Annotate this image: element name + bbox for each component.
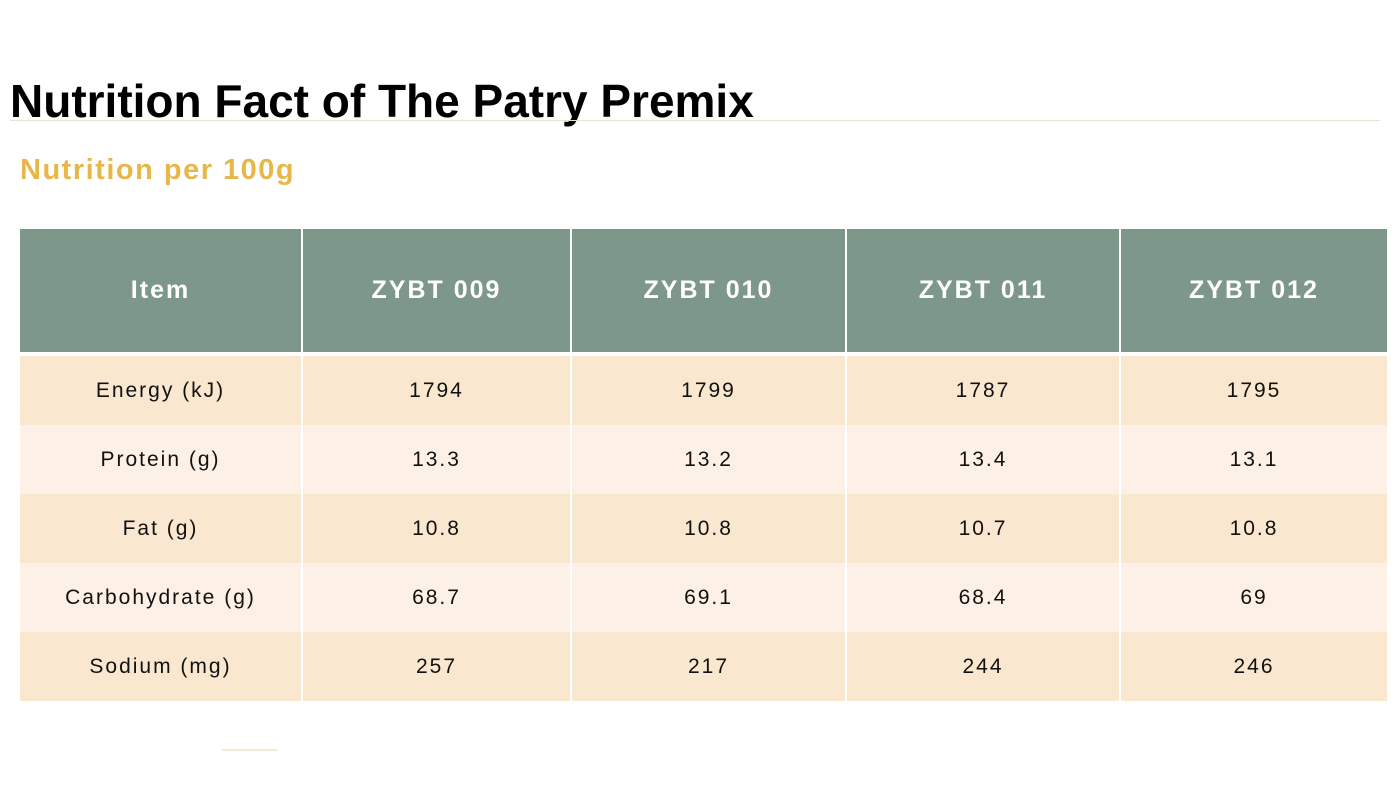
table-cell: 10.8 xyxy=(1119,494,1387,563)
table-cell: 69 xyxy=(1119,563,1387,632)
table-cell: 10.8 xyxy=(301,494,572,563)
column-header-zybt-012: ZYBT 012 xyxy=(1119,229,1387,356)
table-cell: 1799 xyxy=(570,354,847,425)
table-subtitle: Nutrition per 100g xyxy=(20,154,296,186)
row-label: Carbohydrate (g) xyxy=(20,563,303,632)
title-divider xyxy=(10,120,1380,121)
row-label: Energy (kJ) xyxy=(20,354,303,425)
table-cell: 257 xyxy=(301,632,572,701)
table-cell: 246 xyxy=(1119,632,1387,701)
table-cell: 13.1 xyxy=(1119,425,1387,494)
table-row-energy: Energy (kJ) 1794 1799 1787 1795 xyxy=(20,354,1387,425)
table-row-protein: Protein (g) 13.3 13.2 13.4 13.1 xyxy=(20,425,1387,494)
table-cell: 1795 xyxy=(1119,354,1387,425)
column-header-zybt-011: ZYBT 011 xyxy=(845,229,1121,356)
row-label: Protein (g) xyxy=(20,425,303,494)
table-cell: 217 xyxy=(570,632,847,701)
row-label: Fat (g) xyxy=(20,494,303,563)
decorative-dash xyxy=(222,749,277,751)
column-header-zybt-010: ZYBT 010 xyxy=(570,229,847,356)
nutrition-table-container: Item ZYBT 009 ZYBT 010 ZYBT 011 ZYBT 012… xyxy=(20,229,1387,701)
page-title: Nutrition Fact of The Patry Premix xyxy=(10,75,754,127)
table-cell: 10.7 xyxy=(845,494,1121,563)
table-cell: 10.8 xyxy=(570,494,847,563)
table-cell: 1787 xyxy=(845,354,1121,425)
table-row-sodium: Sodium (mg) 257 217 244 246 xyxy=(20,632,1387,701)
table-cell: 1794 xyxy=(301,354,572,425)
column-header-item: Item xyxy=(20,229,303,356)
table-cell: 244 xyxy=(845,632,1121,701)
table-cell: 68.4 xyxy=(845,563,1121,632)
nutrition-table: Item ZYBT 009 ZYBT 010 ZYBT 011 ZYBT 012… xyxy=(20,229,1387,701)
table-cell: 13.3 xyxy=(301,425,572,494)
table-header-row: Item ZYBT 009 ZYBT 010 ZYBT 011 ZYBT 012 xyxy=(20,229,1387,356)
column-header-zybt-009: ZYBT 009 xyxy=(301,229,572,356)
table-cell: 68.7 xyxy=(301,563,572,632)
table-row-carbohydrate: Carbohydrate (g) 68.7 69.1 68.4 69 xyxy=(20,563,1387,632)
table-cell: 13.4 xyxy=(845,425,1121,494)
table-cell: 69.1 xyxy=(570,563,847,632)
table-cell: 13.2 xyxy=(570,425,847,494)
table-row-fat: Fat (g) 10.8 10.8 10.7 10.8 xyxy=(20,494,1387,563)
row-label: Sodium (mg) xyxy=(20,632,303,701)
